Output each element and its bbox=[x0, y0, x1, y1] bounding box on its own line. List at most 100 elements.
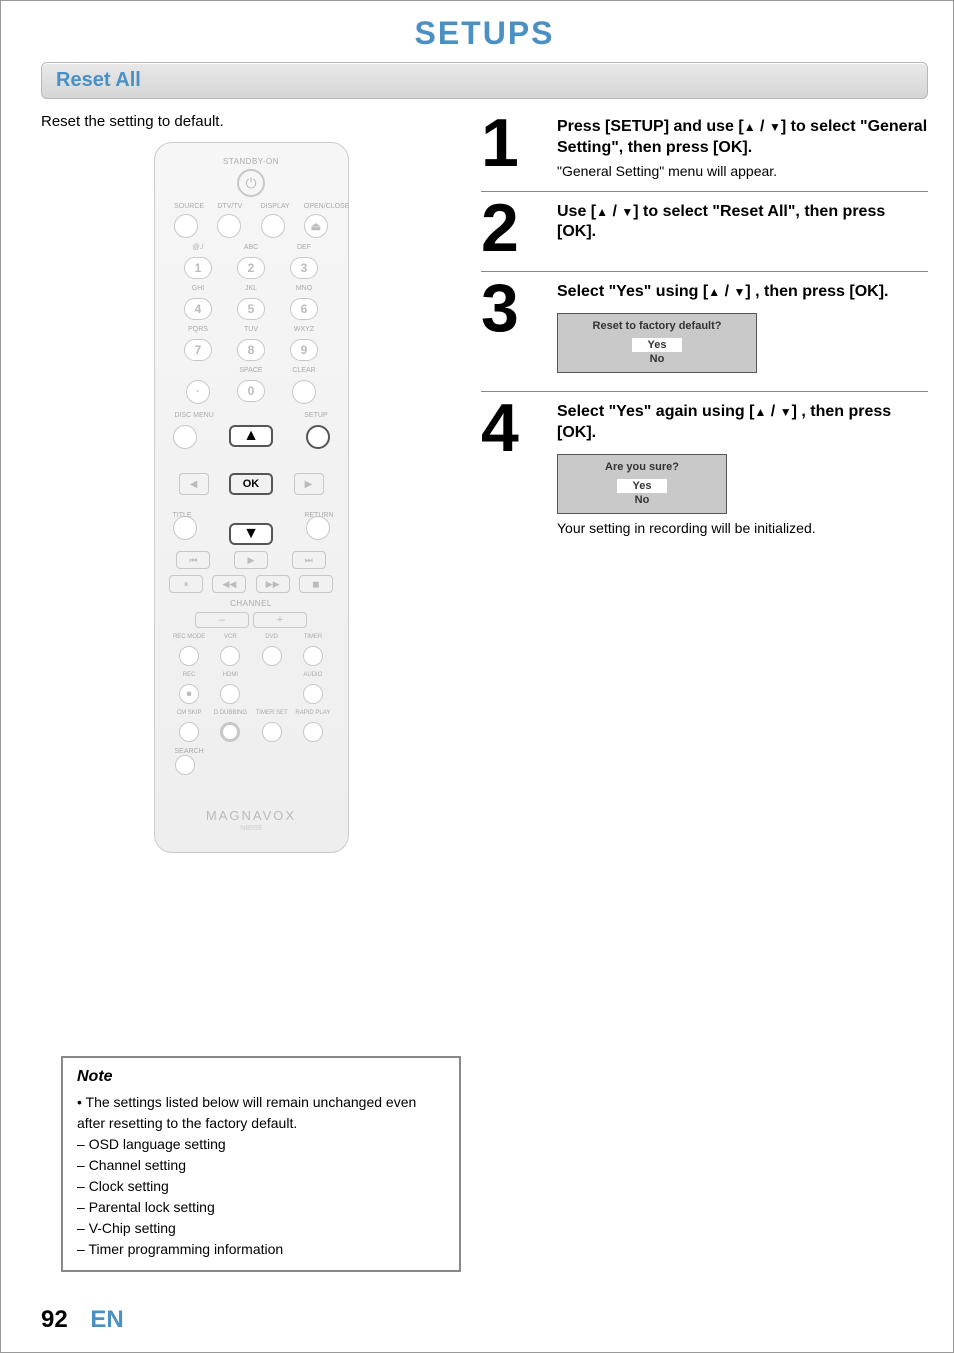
stop-button: ◼ bbox=[299, 575, 333, 593]
lbl-mno: MNO bbox=[296, 285, 312, 292]
audio-btn bbox=[303, 684, 323, 704]
step-3-title: Select "Yes" using [ / ] , then press [O… bbox=[557, 282, 928, 303]
dialog-reset-yes: Yes bbox=[632, 338, 682, 352]
spacer bbox=[262, 684, 282, 704]
key-dot: · bbox=[186, 380, 210, 404]
timerset-label: TIMER SET bbox=[256, 710, 288, 716]
title-button bbox=[173, 516, 197, 545]
openclose-button: ⏏ bbox=[304, 214, 328, 238]
key-9: 9 bbox=[290, 339, 318, 361]
source-button bbox=[174, 214, 198, 238]
dtvtv-label: DTV/TV bbox=[217, 203, 241, 210]
intro-text: Reset the setting to default. bbox=[41, 113, 461, 130]
step-3: 3 Select "Yes" using [ / ] , then press … bbox=[481, 271, 928, 379]
dialog-sure-yes: Yes bbox=[617, 479, 667, 493]
down-icon bbox=[769, 118, 781, 135]
step-4-after: Your setting in recording will be initia… bbox=[557, 520, 928, 536]
key-8: 8 bbox=[237, 339, 265, 361]
step-2-body: Use [ / ] to select "Reset All", then pr… bbox=[557, 198, 928, 259]
channel-label: CHANNEL bbox=[165, 599, 338, 608]
s4a: Select "Yes" again using [ bbox=[557, 403, 754, 420]
dialog-sure: Are you sure? Yes No bbox=[557, 454, 727, 515]
s3c: ] , then press [OK]. bbox=[745, 283, 888, 300]
setup-label: SETUP bbox=[304, 412, 327, 419]
lbl-def: DEF bbox=[297, 244, 311, 251]
dialog-sure-no: No bbox=[558, 493, 726, 507]
rew-button: ◀◀ bbox=[212, 575, 246, 593]
rec-btn: ● bbox=[179, 684, 199, 704]
timer-label: TIMER bbox=[304, 634, 323, 640]
cmskip-label: CM SKIP bbox=[177, 710, 202, 716]
mode-buttons2: ● bbox=[165, 684, 338, 704]
rec-label: REC bbox=[183, 672, 196, 678]
step-3-number: 3 bbox=[481, 278, 543, 379]
setup-button bbox=[306, 425, 330, 449]
up-icon-4 bbox=[754, 403, 766, 420]
ff-button: ▶▶ bbox=[256, 575, 290, 593]
up-icon-3 bbox=[708, 283, 720, 300]
step-2: 2 Use [ / ] to select "Reset All", then … bbox=[481, 191, 928, 259]
ddub-btn bbox=[220, 722, 240, 742]
up-icon bbox=[744, 118, 756, 135]
display-label: DISPLAY bbox=[261, 203, 285, 210]
transport-row2: ⏸ ◀◀ ▶▶ ◼ bbox=[165, 575, 338, 593]
nav-up: ▲ bbox=[229, 425, 273, 447]
note-item-4: V-Chip setting bbox=[77, 1218, 445, 1239]
note-box: Note The settings listed below will rema… bbox=[61, 1056, 461, 1272]
lbl-tuv: TUV bbox=[244, 326, 258, 333]
next-button: ⏭ bbox=[292, 551, 326, 569]
page-footer: 92 EN bbox=[41, 1306, 124, 1334]
note-title: Note bbox=[77, 1068, 445, 1086]
key-0: 0 bbox=[237, 380, 265, 402]
page-number: 92 bbox=[41, 1306, 68, 1333]
page-lang: EN bbox=[90, 1306, 123, 1333]
nav-ok: OK bbox=[229, 473, 273, 495]
recmode-label: REC MODE bbox=[173, 634, 205, 640]
lbl-abc: ABC bbox=[244, 244, 258, 251]
nav-left: ◀ bbox=[179, 473, 209, 495]
right-column: 1 Press [SETUP] and use [ / ] to select … bbox=[481, 113, 928, 853]
columns: Reset the setting to default. STANDBY-ON… bbox=[41, 113, 928, 853]
step-4: 4 Select "Yes" again using [ / ] , then … bbox=[481, 391, 928, 536]
lbl-ghi: GHI bbox=[192, 285, 204, 292]
page: SETUPS Reset All Reset the setting to de… bbox=[0, 0, 954, 1353]
left-column: Reset the setting to default. STANDBY-ON… bbox=[41, 113, 461, 853]
menu-row-labels: DISC MENU SETUP bbox=[165, 412, 338, 419]
dialog-reset: Reset to factory default? Yes No bbox=[557, 313, 757, 374]
search-btn bbox=[175, 755, 195, 775]
key-7: 7 bbox=[184, 339, 212, 361]
rapid-label: RAPID PLAY bbox=[295, 710, 330, 716]
down-icon-3 bbox=[733, 283, 745, 300]
dialog-reset-no: No bbox=[558, 352, 756, 366]
dialog-reset-title: Reset to factory default? bbox=[558, 320, 756, 332]
prev-button: ⏮ bbox=[176, 551, 210, 569]
step-2-number: 2 bbox=[481, 198, 543, 259]
mode-buttons3 bbox=[165, 722, 338, 742]
step-3-body: Select "Yes" using [ / ] , then press [O… bbox=[557, 278, 928, 379]
down-icon-2 bbox=[621, 203, 633, 220]
model-label: NB559 bbox=[165, 825, 338, 832]
keypad: @./ ABC DEF 1 2 3 GHI JKL MNO 4 5 6 PQRS… bbox=[165, 242, 338, 406]
standby-label: STANDBY-ON bbox=[165, 157, 338, 166]
brand-label: MAGNAVOX bbox=[165, 808, 338, 823]
dvd-btn bbox=[262, 646, 282, 666]
note-list: The settings listed below will remain un… bbox=[77, 1092, 445, 1260]
note-item-2: Clock setting bbox=[77, 1176, 445, 1197]
row1-buttons: ⏏ bbox=[165, 214, 338, 238]
dvd-label: DVD bbox=[265, 634, 278, 640]
mode-buttons1 bbox=[165, 646, 338, 666]
lbl-jkl: JKL bbox=[245, 285, 257, 292]
return-label: RETURN bbox=[304, 512, 333, 519]
s2a: Use [ bbox=[557, 203, 596, 220]
display-button bbox=[261, 214, 285, 238]
ddub-label: D.DUBBING bbox=[214, 710, 247, 716]
key-5: 5 bbox=[237, 298, 265, 320]
timer-btn bbox=[303, 646, 323, 666]
up-icon-2 bbox=[596, 203, 608, 220]
hdmi-btn bbox=[220, 684, 240, 704]
lbl-pqrs: PQRS bbox=[188, 326, 208, 333]
step-4-title: Select "Yes" again using [ / ] , then pr… bbox=[557, 402, 928, 444]
step-4-number: 4 bbox=[481, 398, 543, 536]
title-label: TITLE bbox=[173, 512, 192, 519]
hdmi-label: HDMI bbox=[223, 672, 238, 678]
